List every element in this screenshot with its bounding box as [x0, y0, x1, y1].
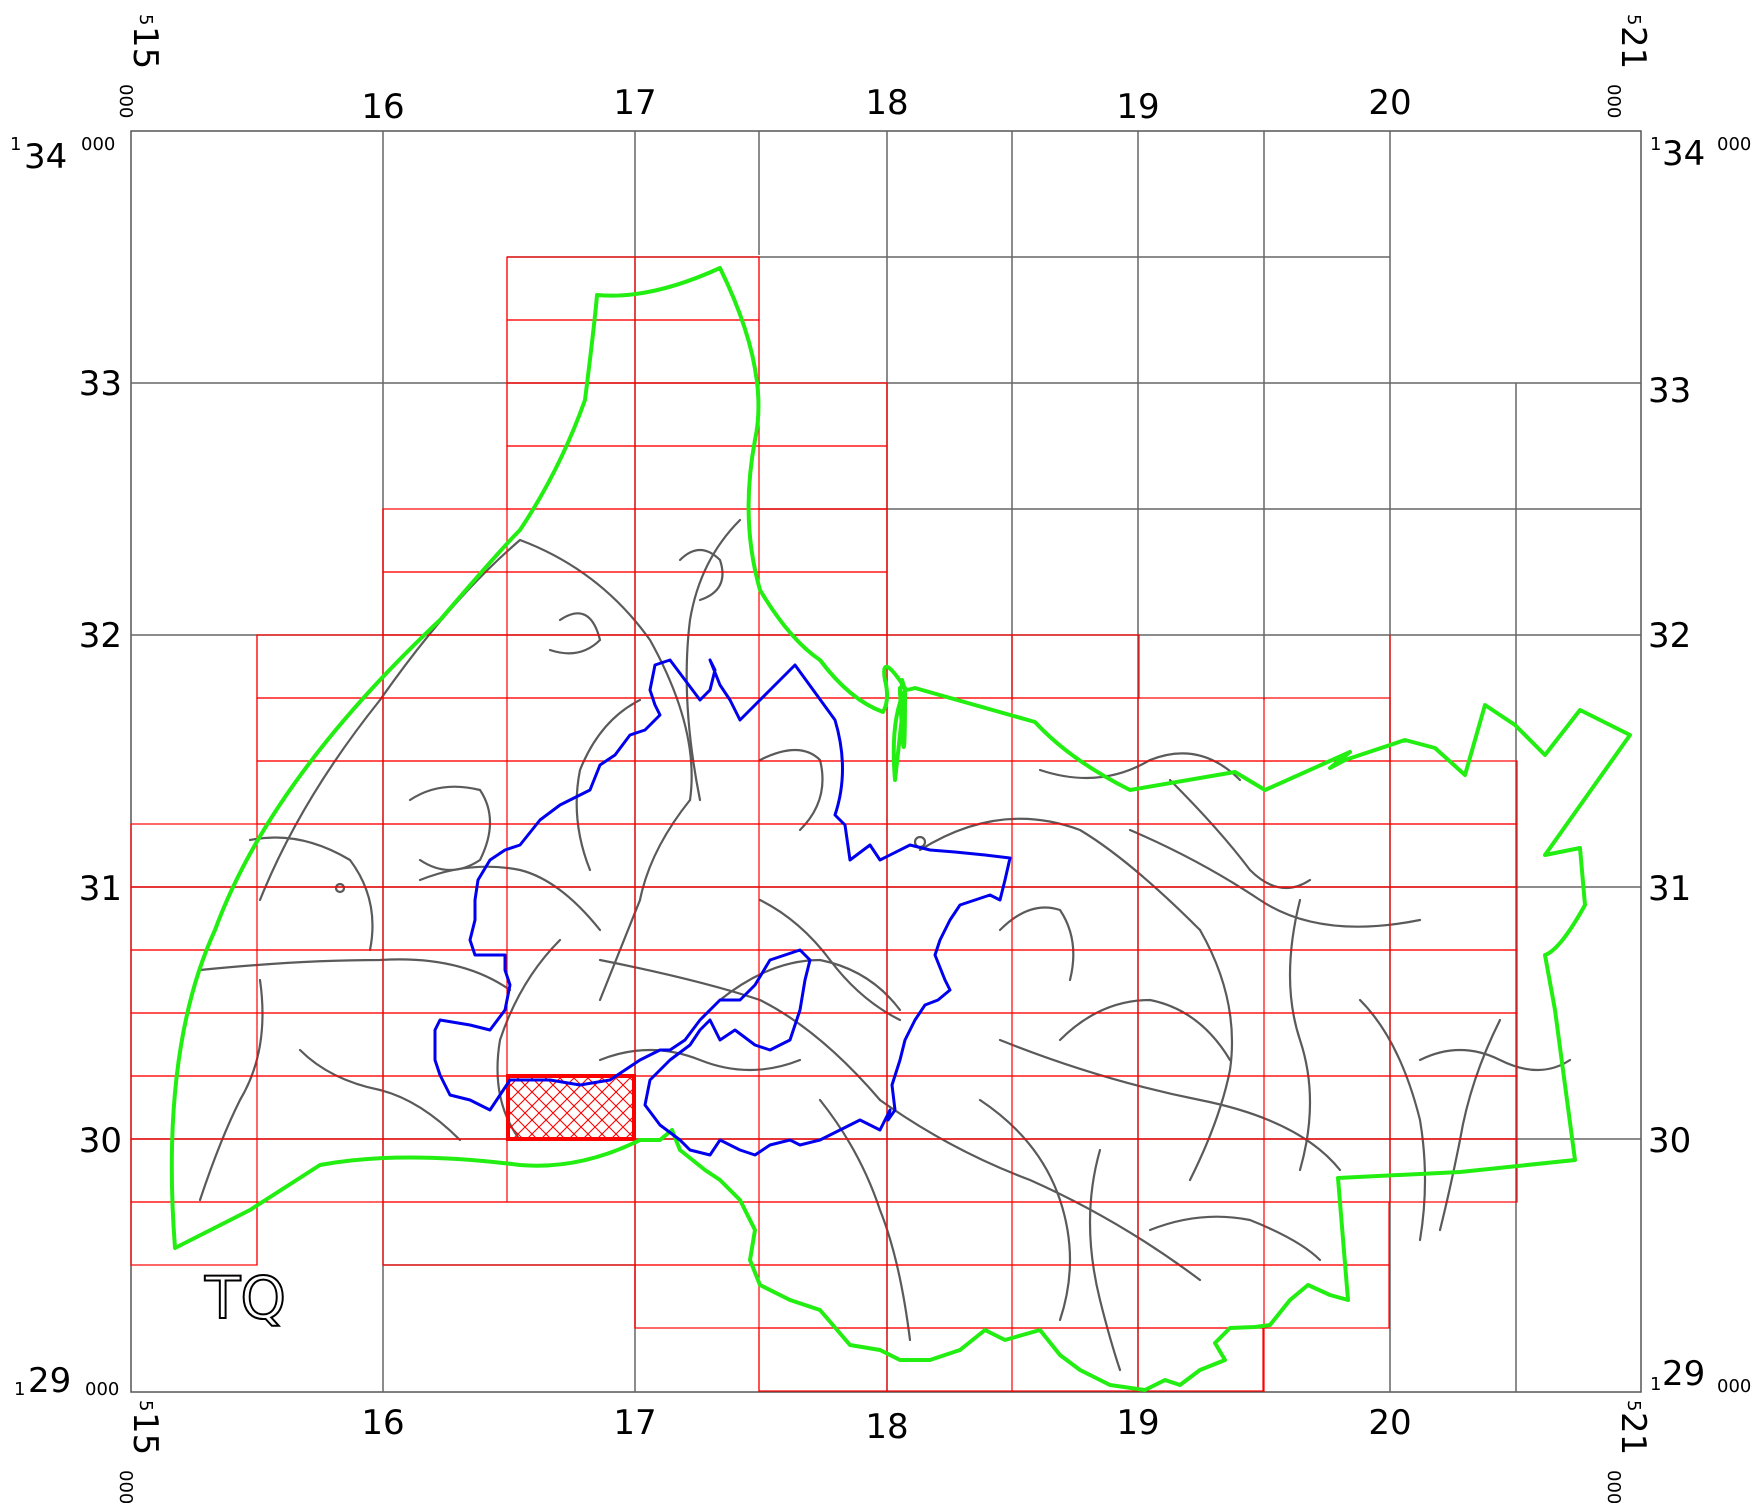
easting-label-16-bottom: 16 — [361, 1403, 404, 1443]
corner-sub: 000 — [115, 1470, 136, 1503]
northing-corner-top-left: 1 34 000 — [10, 134, 115, 177]
road-network — [198, 518, 1572, 1372]
easting-label-20-bottom: 20 — [1368, 1403, 1411, 1443]
northing-corner-top-right: 1 34 000 — [1650, 134, 1751, 174]
top-easting-labels: 16 17 18 19 20 — [361, 83, 1411, 127]
corner-main: 21 — [1613, 1412, 1653, 1455]
corner-sup: 1 — [10, 134, 21, 155]
corner-main: 21 — [1613, 26, 1653, 69]
northing-label-32-left: 32 — [79, 616, 122, 656]
easting-corner-bottom-left: 5 15 000 — [115, 1400, 165, 1503]
corner-sub: 000 — [115, 84, 136, 118]
corner-main: 15 — [125, 26, 165, 69]
corner-main: 34 — [24, 137, 67, 177]
highlighted-sheet[interactable] — [506, 1074, 636, 1141]
corner-sup: 1 — [14, 1379, 25, 1400]
easting-label-17-top: 17 — [613, 83, 656, 123]
northing-corner-bottom-left: 1 29 000 — [14, 1361, 119, 1401]
corner-sup: 5 — [1623, 14, 1644, 25]
inner-boundary — [433, 658, 1012, 1157]
corner-main: 15 — [125, 1412, 165, 1455]
bottom-easting-labels: 16 17 18 19 20 — [361, 1403, 1411, 1447]
grid-square-label: TQ — [204, 1264, 286, 1332]
corner-sub: 000 — [1603, 84, 1624, 118]
easting-label-20-top: 20 — [1368, 83, 1411, 123]
easting-corner-top-right: 5 21 000 — [1603, 14, 1653, 118]
easting-label-17-bottom: 17 — [613, 1403, 656, 1443]
easting-label-18-top: 18 — [865, 83, 908, 123]
northing-label-33-left: 33 — [79, 364, 122, 404]
northing-label-30-left: 30 — [79, 1121, 122, 1161]
corner-sup: 5 — [135, 1400, 156, 1411]
northing-corner-bottom-right: 1 29 000 — [1650, 1354, 1751, 1397]
easting-corner-bottom-right: 5 21 000 — [1603, 1400, 1653, 1503]
corner-main: 34 — [1662, 134, 1705, 174]
corner-sub: 000 — [81, 134, 115, 155]
northing-label-30-right: 30 — [1648, 1121, 1691, 1161]
easting-label-16-top: 16 — [361, 87, 404, 127]
corner-main: 29 — [1662, 1354, 1705, 1394]
easting-corner-top-left: 5 15 000 — [115, 14, 165, 118]
corner-sub: 000 — [85, 1379, 119, 1400]
right-northing-labels: 33 32 31 30 — [1648, 371, 1691, 1161]
corner-sup: 1 — [1650, 1374, 1661, 1395]
corner-sub: 000 — [1717, 1376, 1751, 1397]
easting-label-19-top: 19 — [1116, 87, 1159, 127]
left-northing-labels: 33 32 31 30 — [79, 364, 122, 1161]
easting-label-18-bottom: 18 — [865, 1407, 908, 1447]
outer-boundary — [169, 266, 1632, 1392]
northing-label-31-right: 31 — [1648, 869, 1691, 909]
northing-label-31-left: 31 — [79, 869, 122, 909]
corner-sub: 000 — [1717, 134, 1751, 155]
corner-sup: 1 — [1650, 134, 1661, 155]
northing-label-33-right: 33 — [1648, 371, 1691, 411]
northing-label-32-right: 32 — [1648, 616, 1691, 656]
corner-main: 29 — [28, 1361, 71, 1401]
easting-label-19-bottom: 19 — [1116, 1403, 1159, 1443]
corner-sub: 000 — [1603, 1470, 1624, 1503]
corner-sup: 5 — [135, 14, 156, 25]
corner-sup: 5 — [1623, 1400, 1644, 1411]
